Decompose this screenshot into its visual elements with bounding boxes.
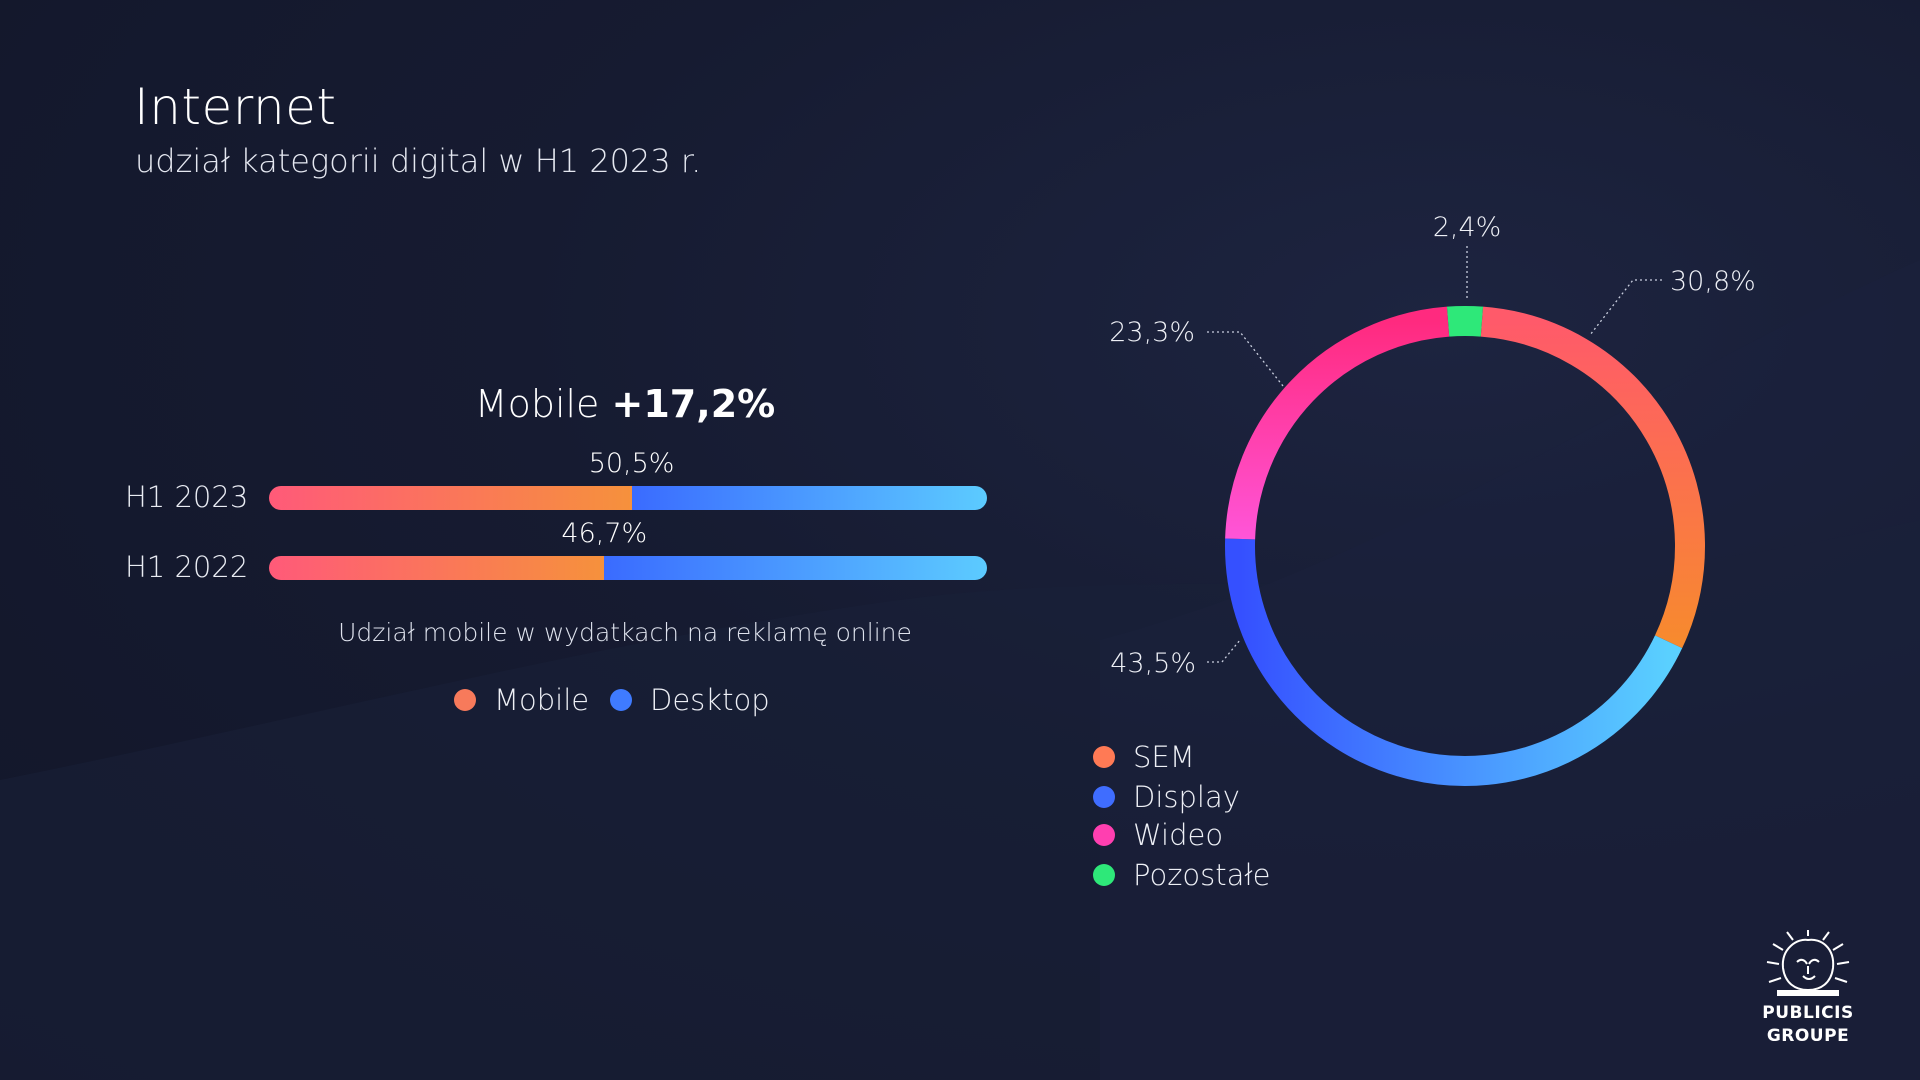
bar-chart-title: Mobile +17,2%	[420, 382, 830, 426]
legend-dot	[1093, 746, 1115, 768]
bar-category-label: H1 2023	[125, 480, 249, 514]
donut-slice-pozostałe	[1446, 306, 1484, 337]
donut-slice-label: 23,3%	[1109, 317, 1195, 348]
legend-label: Pozostałe	[1133, 858, 1271, 892]
legend-label: SEM	[1133, 740, 1195, 774]
lion-icon	[1766, 930, 1850, 996]
legend-dot	[1093, 824, 1115, 846]
legend-item-display: Display	[1093, 780, 1240, 814]
legend-label: Display	[1133, 780, 1240, 814]
donut-leader-line	[1207, 639, 1241, 663]
legend-item-desktop: Desktop	[610, 683, 770, 717]
bar-chart-title-prefix: Mobile	[474, 382, 600, 426]
donut-slice-sem	[1480, 306, 1705, 649]
donut-slice-label: 2,4%	[1433, 212, 1502, 243]
bar-value-label: 50,5%	[588, 448, 675, 479]
legend-dot	[1093, 864, 1115, 886]
donut-slice-label: 30,8%	[1670, 266, 1756, 297]
publicis-groupe-logo: PUBLICIS GROUPE	[1748, 928, 1868, 1048]
bar-mobile	[269, 486, 632, 510]
legend-dot	[1093, 786, 1115, 808]
logo-line1: PUBLICIS	[1762, 1003, 1854, 1023]
bar-value-label: 46,7%	[561, 518, 648, 549]
legend-label: Desktop	[650, 683, 770, 717]
legend-item-pozostale: Pozostałe	[1093, 858, 1271, 892]
legend-label: Mobile	[494, 683, 590, 717]
donut-leader-line	[1207, 331, 1284, 387]
donut-slice-display	[1225, 538, 1683, 786]
logo-line2: GROUPE	[1766, 1026, 1850, 1046]
legend-label: Wideo	[1133, 818, 1224, 852]
logo-text: PUBLICIS GROUPE	[1748, 1002, 1868, 1048]
donut-slice-label: 43,5%	[1110, 648, 1196, 679]
bar-desktop	[604, 556, 987, 580]
legend-item-mobile: Mobile	[454, 683, 589, 717]
bar-chart-caption: Udział mobile w wydatkach na reklamę onl…	[338, 618, 912, 647]
page-subtitle: udział kategorii digital w H1 2023 r.	[135, 142, 702, 180]
bar-mobile	[269, 556, 605, 580]
legend-dot	[454, 689, 476, 711]
bar-category-label: H1 2022	[125, 550, 249, 584]
legend-dot	[610, 689, 632, 711]
legend-item-sem: SEM	[1093, 740, 1195, 774]
donut-leader-line	[1589, 279, 1662, 336]
bar-desktop	[631, 486, 987, 510]
donut-slice-wideo	[1225, 306, 1450, 540]
page-title: Internet	[134, 78, 337, 136]
bar-chart-title-value: +17,2%	[611, 382, 776, 426]
legend-item-wideo: Wideo	[1093, 818, 1223, 852]
bar-track	[269, 556, 987, 580]
bar-track	[269, 486, 987, 510]
